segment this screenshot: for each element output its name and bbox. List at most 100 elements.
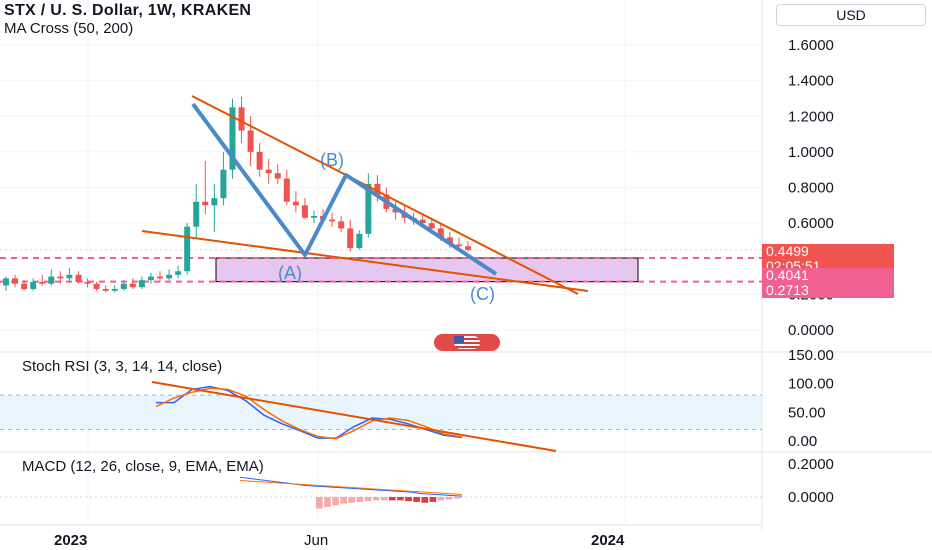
abc-wave-path [191,102,498,276]
macd-histogram-bar [445,497,453,500]
candle-body [120,283,127,290]
candle-body [301,205,308,218]
wave-label-b: (B) [320,150,344,170]
candle-body [166,274,173,279]
candle-body [3,278,9,286]
candle-body [202,201,209,206]
candle-body [30,281,37,290]
stoch-tick-label: 100.00 [788,376,834,393]
time-tick-label: 2023 [54,532,87,549]
price-tick-label: 1.4000 [788,73,834,90]
us-flag-icon[interactable] [434,334,500,351]
candle-body [75,274,82,282]
candle-body [338,221,345,229]
price-tick-label: 0.6000 [788,215,834,232]
stoch-line-d [155,387,463,440]
candle-body [365,183,372,234]
macd-histogram-bar [324,497,331,507]
ma-cross-label: MA Cross (50, 200) [4,20,134,37]
candle-body [446,237,453,245]
macd-line [239,476,463,497]
time-tick-label: Jun [304,532,328,549]
price-tick-label: 1.2000 [788,108,834,125]
macd-label: MACD (12, 26, close, 9, EMA, EMA) [22,458,264,475]
candle-body [147,276,154,281]
wave-label-a: (A) [278,263,302,283]
candle-body [238,107,245,131]
candle-body [157,276,163,279]
macd-histogram-bar [356,497,364,502]
stoch-trendline [151,381,557,452]
candle-body [220,169,227,199]
candle-body [211,198,218,206]
candle-body [283,178,290,202]
upper-trendline [191,95,579,295]
candle-body [419,219,426,224]
candle-body [84,281,91,284]
candle-body [356,233,363,249]
candle-body [347,228,354,249]
macd-histogram-bar [421,497,429,503]
stoch-rsi-label: Stoch RSI (3, 3, 14, 14, close) [22,358,223,375]
price-tick-label: 1.0000 [788,144,834,161]
candle-body [465,246,471,250]
candle-body [292,201,299,206]
macd-tick-label: 0.2000 [788,456,834,473]
lower-trendline [141,230,589,292]
macd-histogram-bar [405,497,412,502]
price-tick-label: 1.6000 [788,37,834,54]
candle-body [256,151,263,170]
wave-label-c: (C) [470,284,495,304]
candle-body [138,280,145,288]
price-tick-label: 0.8000 [788,180,834,197]
time-tick-label: 2024 [591,532,625,549]
candle-body [392,208,399,213]
macd-histogram-bar [380,497,388,501]
candle-body [193,201,200,227]
stoch-line-k [156,385,463,439]
candle-body [21,283,28,290]
macd-histogram-bar [332,497,339,506]
candle-body [265,169,272,174]
candle-body [129,283,136,288]
candle-body [66,274,73,279]
stoch-tick-label: 50.00 [788,404,826,421]
candle-body [102,289,109,291]
price-tick-label: 0.0000 [788,322,834,339]
candle-body [93,283,100,290]
candle-body [48,276,55,284]
last-price-tag: 0.4499 [762,244,894,259]
chart-title: STX / U. S. Dollar, 1W, KRAKEN [4,2,252,19]
currency-button[interactable]: USD [776,4,926,26]
candle-body [247,130,254,152]
candle-body [39,281,46,284]
macd-histogram-bar [397,497,404,501]
candle-body [374,183,381,195]
stoch-tick-label: 0.00 [788,433,817,450]
macd-histogram-bar [429,497,437,502]
candle-body [428,223,435,229]
candle-body [229,107,236,170]
macd-histogram-bar [364,497,372,502]
macd-histogram-bar [348,497,356,503]
macd-histogram-bar [453,497,461,499]
level-tag-lower: 0.2713 [762,283,894,298]
level-tag-upper: 0.4041 [762,268,894,283]
signal-line [239,480,463,496]
candle-body [329,219,336,222]
candle-body [311,216,317,218]
candle-body [184,226,191,272]
macd-histogram-bar [413,497,420,502]
macd-histogram-bar [316,497,323,509]
candle-body [437,228,444,238]
candle-body [175,271,182,275]
stoch-tick-label: 150.00 [788,347,834,364]
candle-body [12,278,19,284]
macd-histogram-bar [389,497,396,501]
macd-histogram-bar [437,497,445,501]
candle-body [57,276,64,279]
candle-body [274,173,281,179]
candle-body [111,289,118,291]
macd-tick-label: 0.0000 [788,489,834,506]
